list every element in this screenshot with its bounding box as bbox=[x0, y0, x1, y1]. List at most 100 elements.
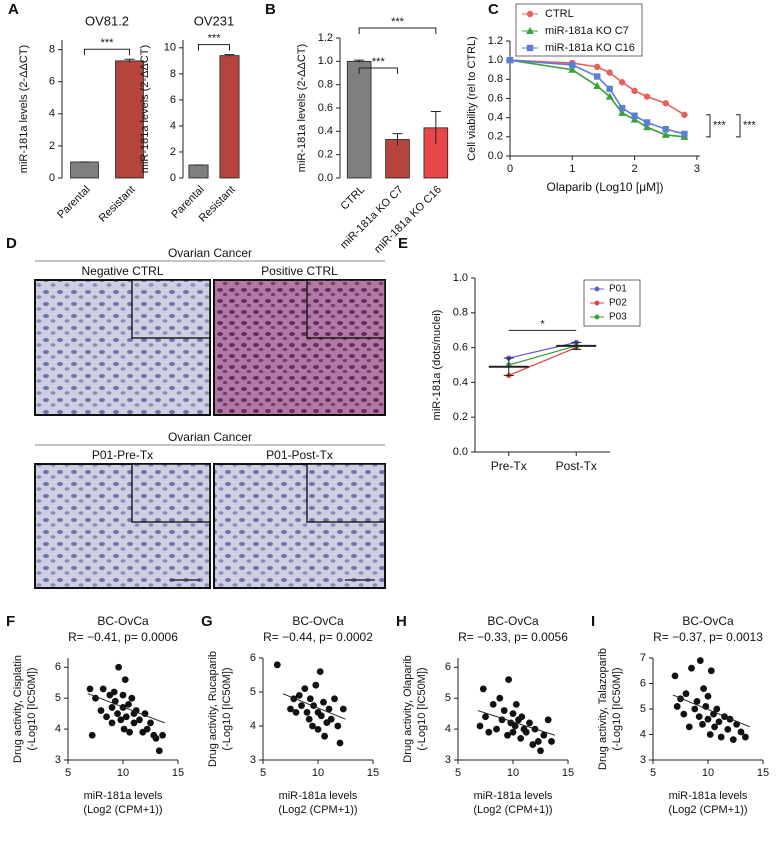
panel-letter: E bbox=[398, 235, 408, 252]
point bbox=[479, 685, 487, 693]
y-tick-label: 5 bbox=[250, 686, 256, 698]
y-tick-label: 0.4 bbox=[488, 112, 503, 124]
y-tick-label: 10 bbox=[164, 42, 176, 54]
y-tick-label: 8 bbox=[49, 44, 55, 56]
inset bbox=[306, 279, 386, 339]
x-axis-label: Olaparib (Log10 [μM]) bbox=[547, 180, 664, 194]
significance-label: * bbox=[540, 318, 545, 330]
y-axis-label: (-Log10 [IC50M]) bbox=[221, 667, 233, 750]
bar bbox=[219, 55, 240, 179]
y-tick-label: 0.6 bbox=[488, 92, 503, 104]
marker bbox=[606, 69, 613, 76]
x-axis-label: miR-181a levels bbox=[474, 790, 553, 802]
x-axis-label: miR-181a levels bbox=[84, 790, 163, 802]
significance-bracket bbox=[706, 114, 711, 138]
point bbox=[742, 733, 749, 741]
image-label: Negative CTRL bbox=[81, 264, 163, 278]
y-axis-label: miR-181a levels (2-ΔΔCT) bbox=[139, 45, 151, 173]
panel-letter: D bbox=[6, 235, 17, 252]
point bbox=[152, 734, 160, 742]
point bbox=[537, 747, 544, 755]
x-tick-label: 2 bbox=[632, 163, 638, 175]
point bbox=[707, 667, 715, 675]
point bbox=[717, 733, 725, 741]
series-line bbox=[509, 59, 685, 135]
y-tick-label: 0.2 bbox=[488, 131, 503, 143]
chart-subtitle: R= −0.33, p= 0.0056 bbox=[458, 630, 568, 644]
point bbox=[496, 694, 504, 702]
y-tick-label: 3 bbox=[640, 754, 646, 766]
x-axis-label: miR-181a levels bbox=[669, 790, 748, 802]
trend-line bbox=[477, 710, 555, 736]
point bbox=[691, 705, 699, 713]
panel-letter: A bbox=[8, 1, 19, 18]
point bbox=[331, 695, 338, 703]
y-axis-label: miR-181a levels (2-ΔΔCT) bbox=[18, 45, 30, 173]
y-tick-label: 1.0 bbox=[453, 272, 468, 284]
point bbox=[103, 713, 110, 721]
point bbox=[128, 694, 136, 702]
point bbox=[125, 700, 132, 708]
point bbox=[314, 726, 322, 733]
chart-subtitle: R= −0.41, p= 0.0006 bbox=[68, 630, 178, 644]
point bbox=[696, 657, 704, 664]
y-tick-label: 0.6 bbox=[453, 342, 468, 354]
point bbox=[287, 705, 294, 713]
point bbox=[92, 694, 99, 702]
x-tick-label: 10 bbox=[507, 767, 519, 779]
y-tick-label: 0.2 bbox=[318, 149, 333, 161]
inset bbox=[306, 463, 386, 523]
x-tick-label: Pre-Tx bbox=[491, 459, 527, 473]
marker bbox=[631, 112, 638, 119]
y-tick-label: 0.4 bbox=[453, 376, 468, 388]
legend-label: miR-181a KO C16 bbox=[545, 42, 635, 54]
point bbox=[500, 707, 508, 714]
y-tick-label: 1.0 bbox=[488, 54, 503, 66]
point bbox=[327, 715, 335, 723]
point bbox=[680, 710, 688, 718]
significance-bracket bbox=[358, 27, 437, 34]
point bbox=[737, 728, 745, 736]
x-tick-label: Resistant bbox=[97, 184, 138, 225]
point bbox=[295, 692, 303, 699]
point bbox=[509, 710, 517, 718]
point bbox=[544, 716, 552, 724]
point bbox=[114, 710, 121, 718]
point bbox=[526, 719, 533, 727]
significance-label: *** bbox=[372, 56, 386, 68]
point bbox=[529, 741, 537, 748]
point bbox=[320, 698, 327, 706]
bar bbox=[188, 164, 209, 179]
point bbox=[130, 719, 138, 727]
point bbox=[99, 685, 107, 693]
y-tick-label: 0.4 bbox=[318, 125, 333, 137]
x-tick-label: 3 bbox=[694, 163, 700, 175]
point bbox=[339, 705, 347, 713]
y-axis-label: (-Log10 [IC50M]) bbox=[611, 667, 623, 750]
significance-label: *** bbox=[743, 120, 757, 132]
point bbox=[548, 738, 555, 745]
point bbox=[143, 725, 151, 733]
point bbox=[518, 713, 526, 721]
point bbox=[534, 738, 542, 745]
point bbox=[489, 700, 497, 708]
legend-label: P03 bbox=[609, 312, 627, 323]
panel-letter: G bbox=[201, 613, 213, 630]
y-tick-label: 3 bbox=[445, 754, 451, 766]
significance-bracket bbox=[198, 44, 230, 51]
marker bbox=[569, 61, 576, 69]
x-tick-label: 10 bbox=[312, 767, 324, 779]
y-axis-label: Drug activity, Cisplatin bbox=[12, 655, 24, 763]
image-label: Positive CTRL bbox=[261, 264, 338, 278]
point bbox=[688, 664, 695, 672]
bar bbox=[115, 60, 144, 179]
point bbox=[86, 685, 94, 693]
point bbox=[711, 723, 718, 731]
chart-title: OV231 bbox=[194, 13, 234, 28]
point bbox=[303, 709, 311, 716]
point bbox=[159, 731, 167, 739]
y-tick-label: 5 bbox=[445, 692, 451, 704]
y-tick-label: 0.2 bbox=[453, 411, 468, 423]
